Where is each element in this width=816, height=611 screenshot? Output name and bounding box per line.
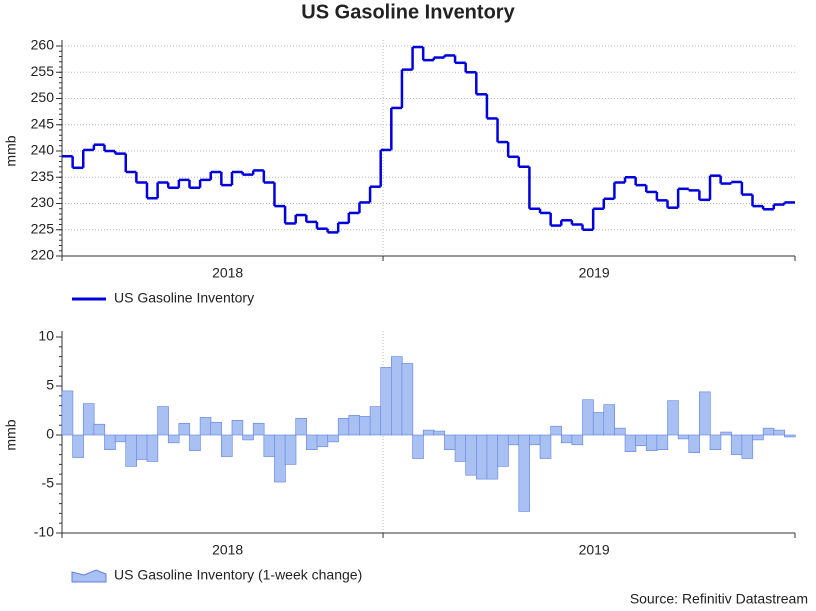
area-step [645, 434, 658, 451]
y-tick-label: 250 [31, 89, 55, 105]
area-step [61, 390, 74, 436]
area-step [348, 415, 361, 436]
chart-title: US Gasoline Inventory [301, 1, 515, 23]
area-step [327, 434, 339, 443]
x-tick-label: 2019 [579, 265, 610, 281]
area-step [104, 434, 116, 450]
area-step [93, 423, 106, 436]
y-tick-label: 10 [38, 328, 54, 344]
area-step [571, 434, 584, 446]
area-step [465, 434, 477, 476]
area-step [337, 418, 350, 436]
area-step [497, 434, 509, 467]
area-step [720, 431, 732, 436]
area-step [72, 434, 84, 458]
area-step [401, 363, 414, 436]
area-step [136, 434, 148, 460]
area-step [391, 356, 403, 436]
x-tick-label: 2019 [579, 542, 610, 558]
area-step [199, 417, 212, 436]
area-step [454, 434, 467, 462]
source: Source: Refinitiv Datastream [630, 591, 808, 607]
area-step [603, 404, 616, 436]
area-step [656, 434, 669, 450]
area-step [125, 434, 137, 467]
area-step [210, 421, 222, 436]
y-tick-label: 0 [46, 426, 54, 442]
area-step [688, 434, 700, 453]
y-tick-label: 220 [31, 247, 55, 263]
area-step [189, 434, 201, 451]
area-step [433, 430, 446, 436]
area-step [752, 434, 764, 441]
area-step [369, 406, 382, 436]
y-tick-label: 230 [31, 194, 55, 210]
area-step [295, 418, 307, 436]
area-step [306, 434, 318, 450]
area-step [582, 399, 594, 436]
legend-label: US Gasoline Inventory [114, 290, 254, 306]
area-step [316, 434, 329, 448]
y-axis-label: mmb [3, 135, 19, 166]
legend-label: US Gasoline Inventory (1-week change) [114, 567, 362, 583]
area-step [741, 434, 754, 459]
area-step [699, 391, 711, 436]
area-step [518, 434, 531, 512]
y-axis-label: mmb [3, 419, 19, 450]
area-step [762, 427, 775, 436]
area-step [486, 434, 499, 480]
area-step [359, 416, 371, 436]
area-step [507, 434, 520, 446]
area-step [82, 403, 95, 436]
y-tick-label: -5 [42, 475, 55, 491]
y-tick-label: 260 [31, 37, 55, 53]
area-step [114, 434, 127, 443]
area-step [380, 367, 392, 436]
area-step [476, 434, 488, 480]
area-step [252, 422, 265, 436]
area-step [773, 429, 785, 436]
area-step [412, 434, 424, 459]
area-step [274, 434, 286, 483]
area-step [529, 434, 541, 446]
y-tick-label: 255 [31, 63, 55, 79]
area-step [146, 434, 159, 462]
area-step [614, 427, 626, 436]
area-step [709, 434, 722, 450]
area-step [550, 425, 562, 436]
area-step [624, 434, 637, 452]
y-tick-label: -10 [34, 524, 54, 540]
area-step [667, 400, 679, 436]
area-step [730, 434, 743, 455]
area-step [263, 434, 276, 457]
area-step [592, 412, 605, 436]
y-tick-label: 225 [31, 220, 55, 236]
area-step [560, 434, 573, 444]
area-step [784, 434, 796, 438]
area-step [242, 434, 254, 441]
area-step [221, 434, 233, 457]
area-step [167, 434, 180, 444]
x-tick-label: 2018 [212, 542, 243, 558]
area-step [539, 434, 552, 459]
x-tick-label: 2018 [212, 265, 243, 281]
area-step [677, 434, 690, 440]
area-step [635, 434, 647, 447]
y-tick-label: 240 [31, 142, 55, 158]
area-step [231, 419, 244, 436]
area-step [422, 429, 435, 436]
legend-swatch [71, 569, 107, 583]
area-step [444, 434, 456, 450]
area-step [157, 406, 169, 436]
area-step [284, 434, 297, 465]
y-tick-label: 5 [46, 377, 54, 393]
area-step [178, 422, 191, 436]
y-tick-label: 245 [31, 115, 55, 131]
y-tick-label: 235 [31, 168, 55, 184]
